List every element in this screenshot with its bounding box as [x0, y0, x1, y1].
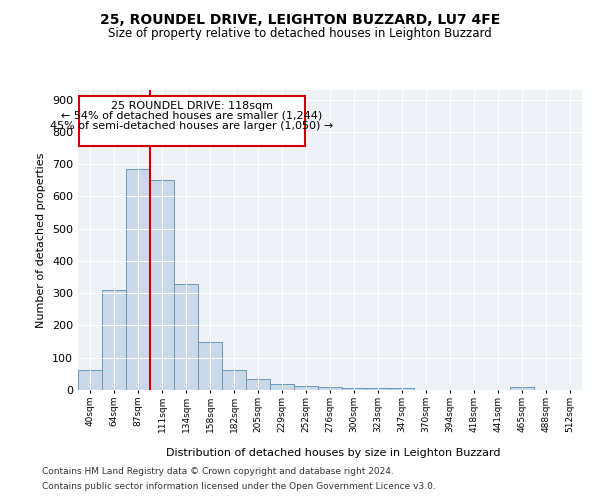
Bar — [174, 284, 198, 390]
Bar — [270, 384, 294, 390]
Bar — [366, 388, 390, 390]
Bar — [510, 388, 534, 390]
Text: Contains public sector information licensed under the Open Government Licence v3: Contains public sector information licen… — [42, 482, 436, 491]
Bar — [79, 96, 305, 146]
Bar — [78, 370, 102, 390]
Bar — [150, 180, 174, 390]
Bar — [102, 290, 126, 390]
Bar — [222, 370, 246, 390]
Y-axis label: Number of detached properties: Number of detached properties — [37, 152, 46, 328]
Bar — [246, 380, 270, 390]
Text: Distribution of detached houses by size in Leighton Buzzard: Distribution of detached houses by size … — [166, 448, 500, 458]
Text: Size of property relative to detached houses in Leighton Buzzard: Size of property relative to detached ho… — [108, 28, 492, 40]
Text: Contains HM Land Registry data © Crown copyright and database right 2024.: Contains HM Land Registry data © Crown c… — [42, 467, 394, 476]
Text: 45% of semi-detached houses are larger (1,050) →: 45% of semi-detached houses are larger (… — [50, 120, 334, 130]
Bar — [318, 388, 342, 390]
Bar — [342, 388, 366, 390]
Text: 25, ROUNDEL DRIVE, LEIGHTON BUZZARD, LU7 4FE: 25, ROUNDEL DRIVE, LEIGHTON BUZZARD, LU7… — [100, 12, 500, 26]
Bar — [390, 388, 414, 390]
Bar — [294, 386, 318, 390]
Text: 25 ROUNDEL DRIVE: 118sqm: 25 ROUNDEL DRIVE: 118sqm — [111, 102, 273, 112]
Text: ← 54% of detached houses are smaller (1,244): ← 54% of detached houses are smaller (1,… — [61, 111, 323, 121]
Bar — [198, 342, 222, 390]
Bar — [126, 169, 150, 390]
